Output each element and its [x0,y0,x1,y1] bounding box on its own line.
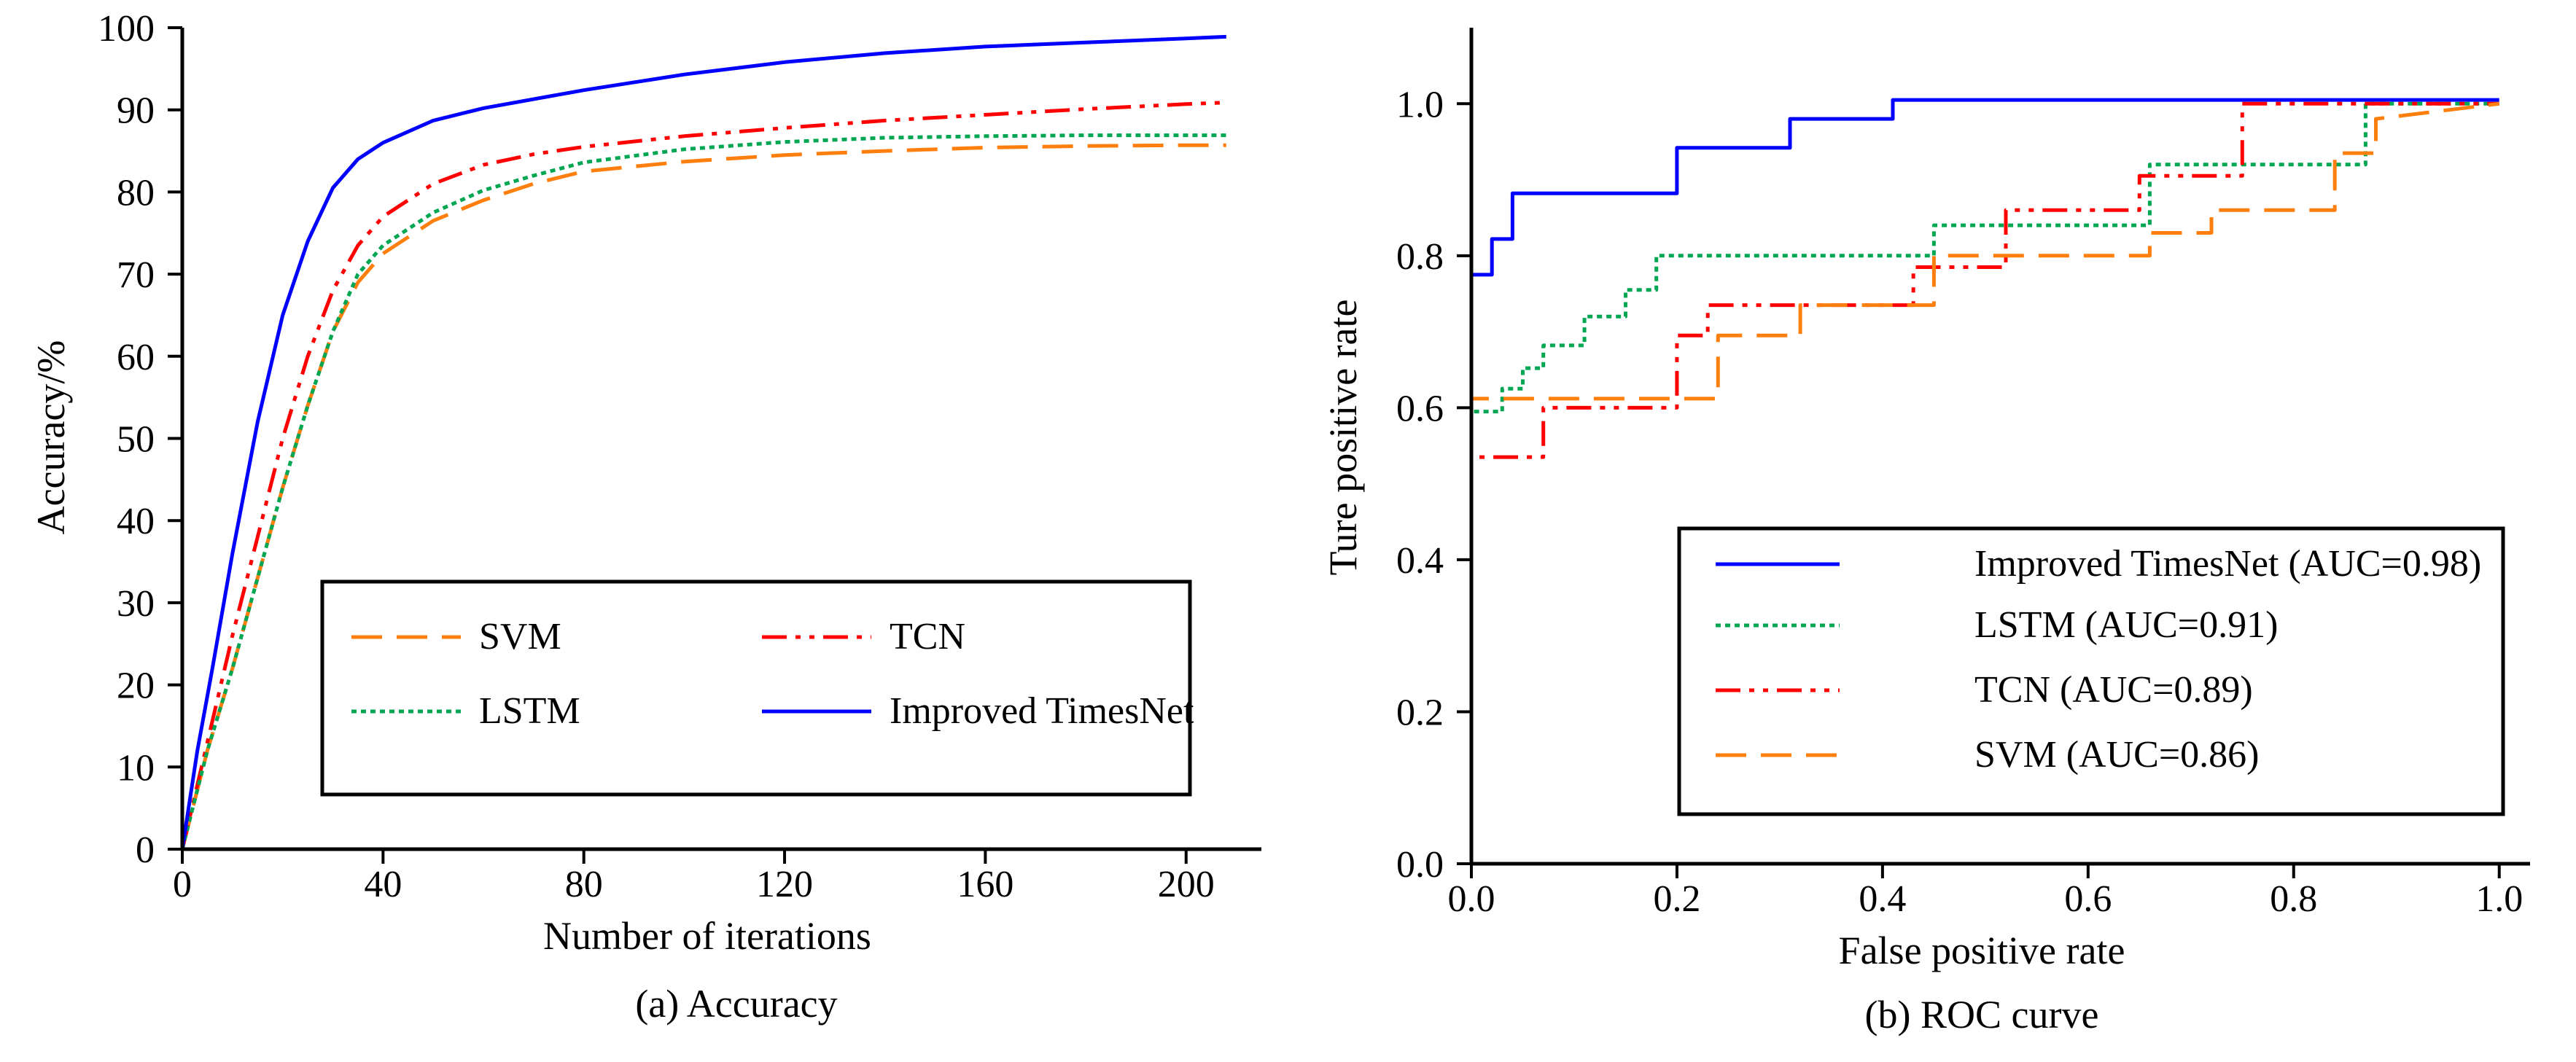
accuracy-legend-entries: SVM TCN LSTM Improved TimesNet [351,616,1194,732]
roc-y-tick-label: 0.0 [1396,844,1444,886]
accuracy-legend-label: TCN [890,616,965,657]
accuracy-x-tick-label: 200 [1158,864,1215,905]
accuracy-x-tick-label: 160 [957,864,1013,905]
roc-legend-label: TCN (AUC=0.89) [1974,669,2253,711]
accuracy-legend-label: LSTM [479,690,580,732]
accuracy-y-tick-label: 90 [117,90,155,132]
roc-x-tick-label: 0.0 [1448,878,1495,920]
accuracy-x-tick-label: 120 [756,864,813,905]
accuracy-y-tick-label: 0 [136,829,155,871]
roc-x-tick-label: 0.6 [2064,878,2112,920]
roc-x-tick-label: 0.2 [1653,878,1700,920]
accuracy-series-tcn [180,101,1226,850]
accuracy-series-layer [180,34,1226,850]
chart-accuracy: 0 40 80 120 160 200 0 10 20 30 40 50 60 70 80 90 100 Nu… [29,8,1261,1026]
accuracy-legend-label: Improved TimesNet [890,690,1194,732]
roc-y-ticks: 0.0 0.2 0.4 0.6 0.8 1.0 [1396,84,1471,886]
accuracy-y-tick-label: 40 [117,501,155,542]
roc-x-tick-label: 0.4 [1859,878,1906,920]
roc-y-tick-label: 1.0 [1396,84,1444,125]
accuracy-y-tick-label: 100 [98,8,155,50]
accuracy-legend-box [320,579,1192,797]
accuracy-y-ticks: 0 10 20 30 40 50 60 70 80 90 100 [98,8,182,871]
accuracy-y-tick-label: 70 [117,254,155,296]
accuracy-series-improved-timesnet [180,34,1226,850]
roc-series-svm [1469,101,2500,864]
roc-legend-box [1677,526,2505,816]
roc-legend: Improved TimesNet (AUC=0.98) LSTM (AUC=0.… [1677,526,2505,816]
roc-x-axis-label: False positive rate [1839,929,2125,972]
accuracy-caption: (a) Accuracy [635,982,837,1026]
accuracy-x-axis-label: Number of iterations [543,914,871,958]
accuracy-x-ticks: 0 40 80 120 160 200 [173,849,1215,905]
roc-series-layer [1469,98,2500,864]
accuracy-y-tick-label: 50 [117,419,155,461]
roc-legend-label: Improved TimesNet (AUC=0.98) [1974,543,2481,585]
roc-x-tick-label: 1.0 [2475,878,2523,920]
roc-x-ticks: 0.0 0.2 0.4 0.6 0.8 1.0 [1448,864,2523,920]
accuracy-y-tick-label: 80 [117,172,155,214]
roc-series-lstm [1469,101,2499,864]
accuracy-y-axis-label: Accuracy/% [29,340,73,535]
chart-roc: 0.0 0.2 0.4 0.6 0.8 1.0 0.0 0.2 0.4 0.6 0.8 1.0 Fa… [1321,28,2530,1036]
roc-series-improved-timesnet [1469,98,2499,864]
accuracy-x-tick-label: 0 [173,864,192,905]
roc-y-tick-label: 0.8 [1396,236,1444,278]
accuracy-y-tick-label: 30 [117,583,155,625]
accuracy-x-tick-label: 40 [364,864,402,905]
accuracy-y-tick-label: 10 [117,747,155,789]
accuracy-series-lstm [180,133,1226,850]
roc-y-tick-label: 0.6 [1396,388,1444,429]
roc-legend-label: LSTM (AUC=0.91) [1974,604,2278,646]
accuracy-legend-label: SVM [479,616,561,657]
roc-caption: (b) ROC curve [1865,993,2099,1036]
roc-y-tick-label: 0.4 [1396,540,1444,582]
accuracy-x-tick-label: 80 [565,864,603,905]
accuracy-y-tick-label: 60 [117,337,155,378]
roc-y-tick-label: 0.2 [1396,692,1444,733]
accuracy-legend: SVM TCN LSTM Improved TimesNet [320,579,1194,797]
accuracy-y-tick-label: 20 [117,665,155,707]
roc-x-tick-label: 0.8 [2270,878,2317,920]
roc-y-axis-label: Ture positive rate [1321,300,1365,576]
roc-legend-entries: Improved TimesNet (AUC=0.98) LSTM (AUC=0.… [1716,543,2481,776]
roc-legend-label: SVM (AUC=0.86) [1974,734,2259,776]
